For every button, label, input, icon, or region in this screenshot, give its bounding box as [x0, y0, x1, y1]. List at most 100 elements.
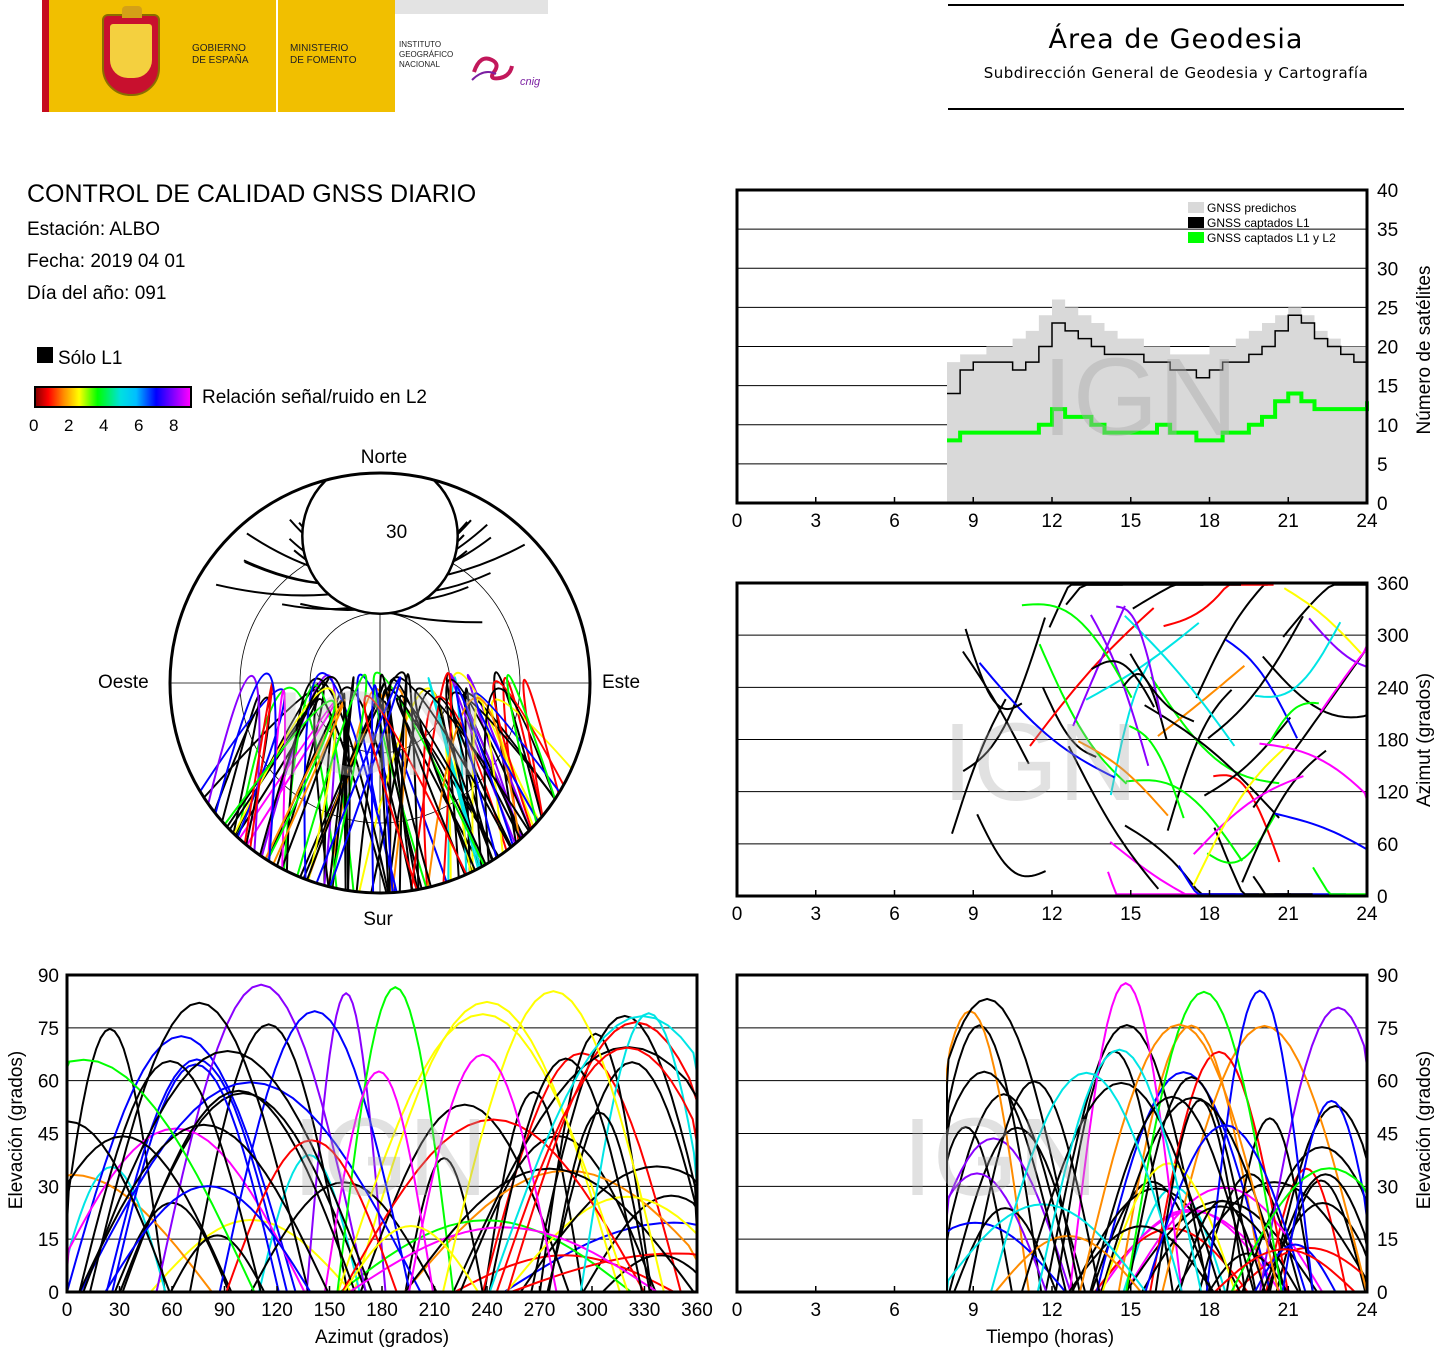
azimuth-track — [1163, 583, 1274, 628]
elevation-azimuth-track — [404, 1167, 695, 1293]
legend-swatch-l1 — [1188, 217, 1204, 228]
gobierno-logo: GOBIERNO DE ESPAÑA — [64, 0, 276, 112]
elevation-time-track — [1126, 1076, 1257, 1293]
elevation-azimuth-track — [66, 1127, 306, 1293]
x-tick-label: 12 — [1041, 1300, 1062, 1321]
x-tick-label: 0 — [732, 904, 743, 925]
snr-label: Relación señal/ruido en L2 — [202, 387, 427, 408]
legend-swatch-predicted — [1188, 202, 1204, 213]
elevation-azimuth-track — [353, 1000, 621, 1293]
azimuth-track — [1312, 866, 1367, 896]
x-tick-label: 240 — [471, 1300, 503, 1321]
elevation-time-track — [1253, 1243, 1337, 1293]
ign-line-3: NACIONAL — [399, 60, 440, 69]
elevation-azimuth-track — [121, 1089, 356, 1293]
station-name: Estación: ALBO — [27, 219, 161, 240]
elevation-azimuth-track — [218, 1010, 411, 1293]
azimuth-track — [1283, 587, 1362, 654]
x-tick-label: 21 — [1278, 904, 1299, 925]
x-tick-label: 300 — [576, 1300, 608, 1321]
legend-swatch-l1l2 — [1188, 232, 1204, 243]
elevation-azimuth-track — [111, 1063, 280, 1293]
x-tick-label: 6 — [889, 1300, 900, 1321]
x-tick-label: 21 — [1278, 1300, 1299, 1321]
y-tick-label: 0 — [48, 1283, 59, 1304]
satcount-ylabel: Número de satélites — [1414, 266, 1435, 435]
azimuth-track — [1319, 584, 1368, 713]
sky-track — [194, 672, 277, 893]
y-tick-label: 45 — [1377, 1125, 1398, 1146]
elevation-time-track — [1141, 1205, 1300, 1293]
y-tick-label: 90 — [1377, 966, 1398, 987]
elevation-azimuth-track — [404, 1157, 484, 1293]
cnig-text: cnig — [520, 76, 541, 88]
header-subtitle: Subdirección General de Geodesia y Carto… — [983, 64, 1369, 82]
y-tick-label: 45 — [38, 1125, 59, 1146]
azimuth-track — [951, 698, 1007, 835]
y-tick-label: 180 — [1377, 731, 1409, 752]
sky-track — [414, 687, 570, 893]
sky-track — [248, 698, 346, 893]
elevation-time-chart: 0 15 30 45 60 75 90 0 3 6 9 12 15 18 21 24 IGN Tiempo (… — [732, 966, 1435, 1348]
x-tick-label: 180 — [366, 1300, 398, 1321]
legend-label-l1: GNSS captados L1 — [1207, 216, 1310, 230]
elevation-azimuth-track — [78, 1059, 262, 1293]
x-tick-label: 9 — [968, 904, 979, 925]
elevation-time-track — [990, 1071, 1183, 1293]
elevation-time-track — [946, 1070, 1067, 1293]
y-tick-label: 40 — [1377, 181, 1398, 202]
sky-plot: Norte Sur Este Oeste 30 IGN — [98, 447, 640, 930]
x-tick-label: 0 — [732, 1300, 743, 1321]
sky-track — [174, 699, 336, 893]
l1-count-line — [947, 314, 1368, 395]
azimuth-track — [978, 662, 1115, 779]
sky-track — [409, 672, 452, 893]
ign-line-2: GEOGRÁFICO — [399, 50, 454, 59]
snr-ticks: 0 2 4 6 8 — [29, 416, 189, 436]
y-tick-label: 300 — [1377, 626, 1409, 647]
legend-label-predicted: GNSS predichos — [1207, 201, 1296, 215]
x-tick-label: 18 — [1199, 904, 1220, 925]
y-tick-label: 0 — [1377, 887, 1388, 908]
azimuth-track — [1203, 716, 1292, 797]
azimuth-track — [1254, 621, 1342, 698]
sky-track — [398, 695, 518, 893]
y-tick-label: 10 — [1377, 416, 1398, 437]
elevation-azimuth-track — [548, 1111, 651, 1293]
sky-track — [437, 697, 549, 893]
sky-track — [363, 695, 477, 893]
sky-track — [303, 672, 398, 893]
elevation-time-track — [1068, 982, 1183, 1293]
sky-track — [455, 685, 530, 893]
azimuth-track — [1124, 615, 1236, 747]
azimuth-track — [1192, 775, 1304, 855]
elevation-azimuth-track — [104, 1185, 312, 1293]
azimuth-track — [1274, 812, 1368, 859]
azimuth-track — [1207, 615, 1304, 740]
azimuth-track — [1077, 740, 1169, 817]
elevation-azimuth-track — [342, 1224, 480, 1293]
x-tick-label: 18 — [1199, 511, 1220, 532]
day-of-year: Día del año: 091 — [27, 283, 167, 304]
y-tick-label: 60 — [1377, 835, 1398, 856]
header-right: Área de Geodesia Subdirección General de… — [948, 0, 1404, 112]
snr-tick-8: 8 — [169, 416, 179, 435]
azimuth-track — [1038, 643, 1128, 785]
header-rule-bottom — [948, 108, 1404, 110]
x-tick-label: 3 — [810, 511, 821, 532]
elevation-time-track — [1265, 1167, 1348, 1293]
y-tick-label: 0 — [1377, 1283, 1388, 1304]
elevation-azimuth-track — [530, 1014, 698, 1293]
sky-tracks — [170, 473, 590, 893]
elevation-time-track — [1078, 1023, 1280, 1293]
legend-label-l1l2: GNSS captados L1 y L2 — [1207, 231, 1336, 245]
x-tick-label: 21 — [1278, 511, 1299, 532]
x-tick-label: 150 — [314, 1300, 346, 1321]
elevation-time-track — [1020, 1081, 1222, 1293]
elevation-azimuth-track — [579, 1012, 698, 1293]
elevation-azimuth-track — [408, 1053, 558, 1293]
sky-track — [343, 692, 350, 893]
azimuth-track — [976, 813, 1047, 878]
azimuth-track — [1144, 704, 1280, 819]
eltime-xlabel: Tiempo (horas) — [986, 1327, 1114, 1348]
